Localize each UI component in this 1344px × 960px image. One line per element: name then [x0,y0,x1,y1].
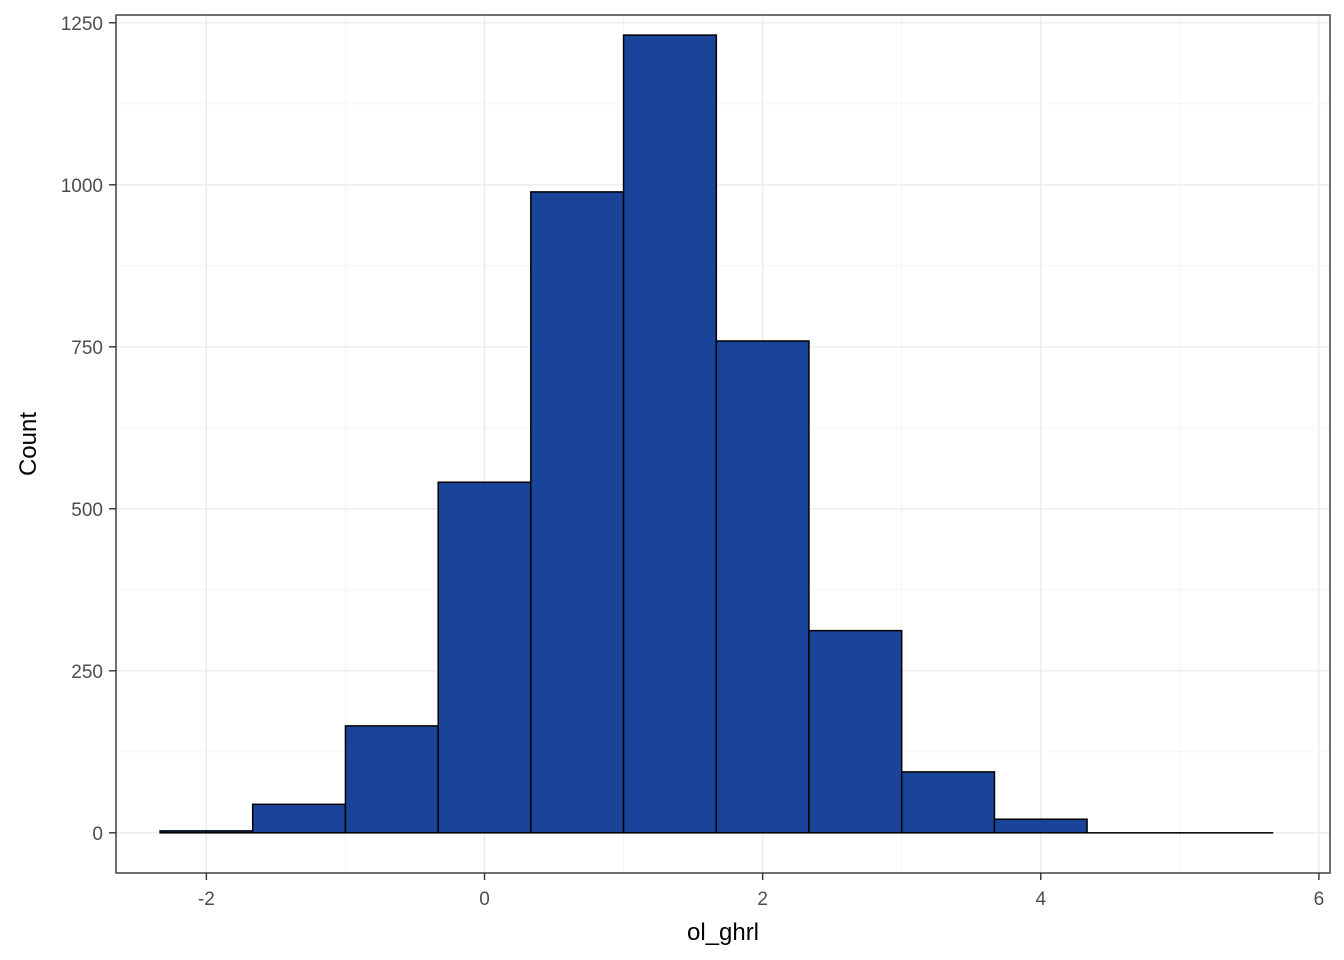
axis-ticks [109,22,1320,880]
panel-border [115,14,1331,874]
x-axis-title: ol_ghrl [687,919,759,946]
histogram-bar [808,629,903,834]
histogram-bar [251,803,347,834]
histogram-bar [900,771,996,834]
histogram-bar [715,340,810,834]
y-axis-title: Count [15,412,42,476]
x-tick-label: 2 [757,889,768,910]
x-tick-label: -2 [198,889,215,910]
y-tick-label: 500 [71,500,103,521]
y-tick-label: 1000 [61,176,103,197]
x-tick-label: 6 [1314,889,1325,910]
histogram-bar [344,725,439,834]
x-tick-labels: -2 0 2 4 6 [198,889,1324,910]
histogram-bar [159,830,254,834]
histogram-bar [993,818,1088,834]
y-tick-labels: 0 250 500 750 1000 1250 [61,14,103,845]
histogram-bar [530,191,625,834]
histogram-bar [622,34,718,834]
y-tick-label: 250 [71,662,103,683]
x-tick-label: 4 [1035,889,1046,910]
y-tick-label: 750 [71,338,103,359]
histogram-bar [437,481,532,834]
x-tick-label: 0 [479,889,490,910]
y-tick-label: 0 [92,824,103,845]
histogram-bars [159,34,1274,834]
y-tick-label: 1250 [61,14,103,35]
